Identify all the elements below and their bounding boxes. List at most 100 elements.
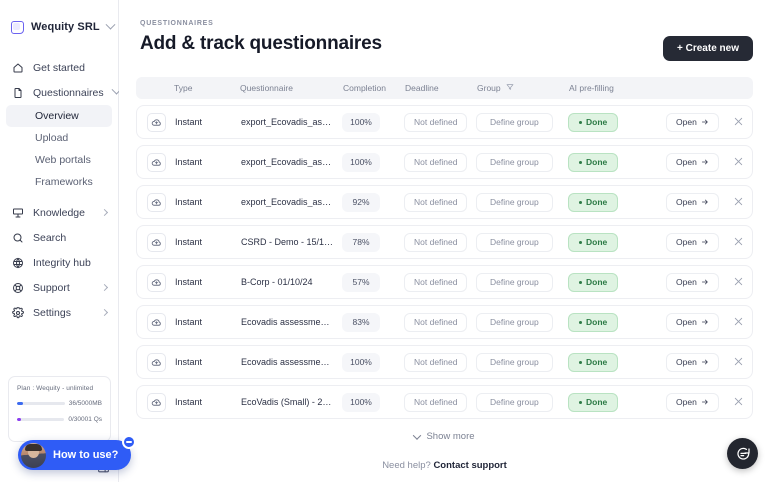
table-row[interactable]: Instant export_Ecovadis_asses... - 10/31/…	[136, 105, 753, 139]
row-open-label: Open	[676, 277, 697, 287]
questionnaires-submenu: Overview Upload Web portals Frameworks	[0, 105, 118, 193]
plan-usage-card: Plan : Wequity - unlimited 36/5000MB 0/3…	[8, 376, 111, 442]
table-row[interactable]: Instant export_Ecovadis_asses... - 10/15/…	[136, 185, 753, 219]
status-dot	[579, 360, 582, 364]
close-icon[interactable]	[733, 236, 746, 249]
row-questionnaire-name[interactable]: export_Ecovadis_asses... - 10/16/24	[241, 157, 342, 167]
cloud-upload-icon[interactable]	[146, 112, 166, 132]
row-open-button[interactable]: Open	[666, 192, 719, 212]
sidebar-item-questionnaires[interactable]: Questionnaires	[0, 80, 122, 105]
row-deadline-button[interactable]: Not defined	[404, 232, 468, 252]
row-completion: 83%	[342, 312, 380, 332]
chat-message-icon[interactable]	[727, 438, 758, 469]
row-questionnaire-name[interactable]: B-Corp - 01/10/24	[241, 277, 313, 287]
workspace-switcher[interactable]: Wequity SRL	[0, 0, 118, 41]
show-more-button[interactable]: Show more	[136, 430, 753, 442]
close-icon[interactable]	[733, 356, 746, 369]
row-define-group-button[interactable]: Define group	[476, 272, 553, 292]
row-define-group-button[interactable]: Define group	[476, 112, 553, 132]
row-deadline-button[interactable]: Not defined	[404, 152, 468, 172]
cloud-upload-icon[interactable]	[146, 272, 166, 292]
row-open-label: Open	[676, 197, 697, 207]
row-deadline-button[interactable]: Not defined	[404, 112, 468, 132]
row-open-button[interactable]: Open	[666, 112, 719, 132]
close-icon[interactable]	[733, 196, 746, 209]
row-define-group-button[interactable]: Define group	[476, 312, 553, 332]
how-to-use-widget[interactable]: How to use?	[18, 435, 137, 470]
cloud-upload-icon[interactable]	[146, 232, 166, 252]
cloud-upload-icon[interactable]	[146, 312, 166, 332]
row-deadline-button[interactable]: Not defined	[404, 352, 468, 372]
close-icon[interactable]	[733, 276, 746, 289]
row-questionnaire-name[interactable]: Ecovadis assessment q... - 9/30/24	[241, 317, 342, 327]
row-open-button[interactable]: Open	[666, 392, 719, 412]
sidebar-item-settings[interactable]: Settings	[0, 300, 118, 325]
how-to-use-button[interactable]: How to use?	[18, 440, 132, 470]
sidebar-item-integrity-hub[interactable]: Integrity hub	[0, 250, 118, 275]
close-icon[interactable]	[733, 396, 746, 409]
row-define-group-button[interactable]: Define group	[476, 192, 553, 212]
row-questionnaire-name[interactable]: CSRD - Demo - 15/10/24	[241, 237, 342, 247]
sidebar-item-label: Settings	[33, 306, 71, 319]
row-define-group-button[interactable]: Define group	[476, 352, 553, 372]
row-define-group-button[interactable]: Define group	[476, 392, 553, 412]
row-define-group-button[interactable]: Define group	[476, 152, 553, 172]
table-row[interactable]: Instant EcoVadis (Small) - 23/08/24 100% No…	[136, 385, 753, 419]
row-questionnaire-name[interactable]: export_Ecovadis_asses... - 10/31/24	[241, 117, 342, 127]
row-questionnaire-name[interactable]: export_Ecovadis_asses... - 10/15/24	[241, 197, 342, 207]
row-deadline-button[interactable]: Not defined	[404, 192, 468, 212]
footer-help: Need help? Contact support	[136, 460, 753, 471]
table-row[interactable]: Instant CSRD - Demo - 15/10/24 78% Not defi…	[136, 225, 753, 259]
sidebar-item-web-portals[interactable]: Web portals	[35, 154, 91, 166]
cloud-upload-icon[interactable]	[146, 352, 166, 372]
close-icon[interactable]	[733, 116, 746, 129]
row-open-button[interactable]: Open	[666, 352, 719, 372]
row-completion: 100%	[342, 352, 380, 372]
sidebar-item-knowledge[interactable]: Knowledge	[0, 200, 118, 225]
sidebar-item-get-started[interactable]: Get started	[0, 55, 118, 80]
row-completion: 100%	[342, 152, 380, 172]
sidebar-item-support[interactable]: Support	[0, 275, 118, 300]
cloud-upload-icon[interactable]	[146, 152, 166, 172]
sidebar-item-frameworks[interactable]: Frameworks	[35, 176, 93, 188]
row-type: Instant	[175, 277, 203, 287]
row-define-group-button[interactable]: Define group	[476, 232, 553, 252]
square-logo-icon	[11, 20, 24, 34]
sidebar-item-overview[interactable]: Overview	[6, 105, 112, 127]
row-open-button[interactable]: Open	[666, 272, 719, 292]
sidebar-item-upload[interactable]: Upload	[35, 132, 69, 144]
header-deadline: Deadline	[405, 83, 439, 93]
create-new-button[interactable]: + Create new	[663, 36, 753, 61]
avatar	[21, 442, 46, 468]
cloud-upload-icon[interactable]	[146, 392, 166, 412]
sidebar-item-search[interactable]: Search	[0, 225, 118, 250]
row-open-button[interactable]: Open	[666, 312, 719, 332]
minimize-icon[interactable]	[122, 435, 137, 449]
row-deadline-button[interactable]: Not defined	[404, 392, 468, 412]
table-row[interactable]: Instant Ecovadis assessment q... - 9/30/2…	[136, 305, 753, 339]
contact-support-link[interactable]: Contact support	[433, 460, 507, 471]
chevron-down-icon	[413, 430, 422, 440]
row-questionnaire-name[interactable]: EcoVadis (Small) - 23/08/24	[241, 397, 342, 407]
row-ai-status-label: Done	[586, 397, 608, 407]
row-questionnaire-name[interactable]: Ecovadis assessment q... - 9/03/24	[241, 357, 342, 367]
header-ai-prefilling: AI pre-filling	[569, 83, 614, 93]
row-open-button[interactable]: Open	[666, 232, 719, 252]
cloud-upload-icon[interactable]	[146, 192, 166, 212]
header-questionnaire: Questionnaire	[240, 83, 293, 93]
chevron-right-icon	[100, 308, 109, 317]
table-row[interactable]: Instant B-Corp - 01/10/24 57% Not defined De…	[136, 265, 753, 299]
row-deadline-button[interactable]: Not defined	[404, 272, 468, 292]
header-group-label: Group	[477, 83, 501, 93]
row-ai-status-label: Done	[586, 317, 608, 327]
row-completion: 57%	[342, 272, 380, 292]
close-icon[interactable]	[733, 156, 746, 169]
row-open-button[interactable]: Open	[666, 152, 719, 172]
status-dot	[579, 160, 582, 164]
close-icon[interactable]	[733, 316, 746, 329]
table-row[interactable]: Instant export_Ecovadis_asses... - 10/16/…	[136, 145, 753, 179]
row-deadline-button[interactable]: Not defined	[404, 312, 468, 332]
row-ai-status-badge: Done	[568, 192, 619, 212]
table-row[interactable]: Instant Ecovadis assessment q... - 9/03/2…	[136, 345, 753, 379]
filter-icon[interactable]	[506, 83, 514, 93]
